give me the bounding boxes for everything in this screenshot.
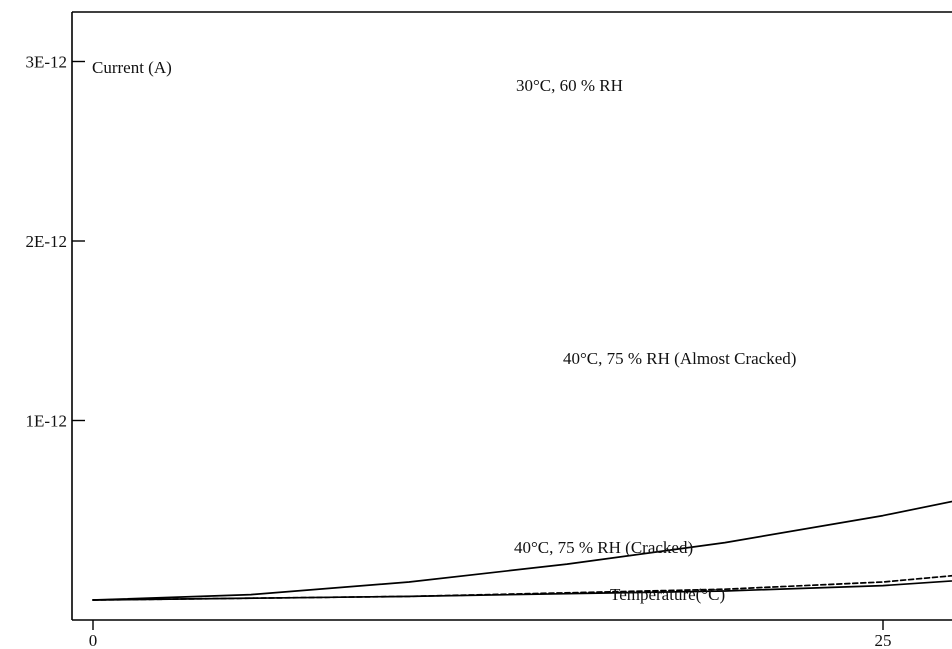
y-tick-label-3: 3E-12 [25,53,67,72]
x-axis-label: Temperature(°C) [610,585,725,604]
y-axis-label: Current (A) [92,58,172,77]
series-label-cracked: 40°C, 75 % RH (Cracked) [514,538,693,557]
x-tick-label-0: 0 [89,631,98,649]
x-tick-label-25: 25 [875,631,892,649]
series-label-30c: 30°C, 60 % RH [516,76,623,95]
series-label-almost-cracked: 40°C, 75 % RH (Almost Cracked) [563,349,796,368]
series-layer [92,500,952,601]
y-tick-label-2: 2E-12 [25,232,67,251]
series-30c-60rh [92,500,952,601]
axes [71,11,952,621]
series-40c-75rh-cracked [92,574,952,601]
y-tick-label-1: 1E-12 [25,412,67,431]
series-40c-75rh-almost-cracked [92,580,952,601]
